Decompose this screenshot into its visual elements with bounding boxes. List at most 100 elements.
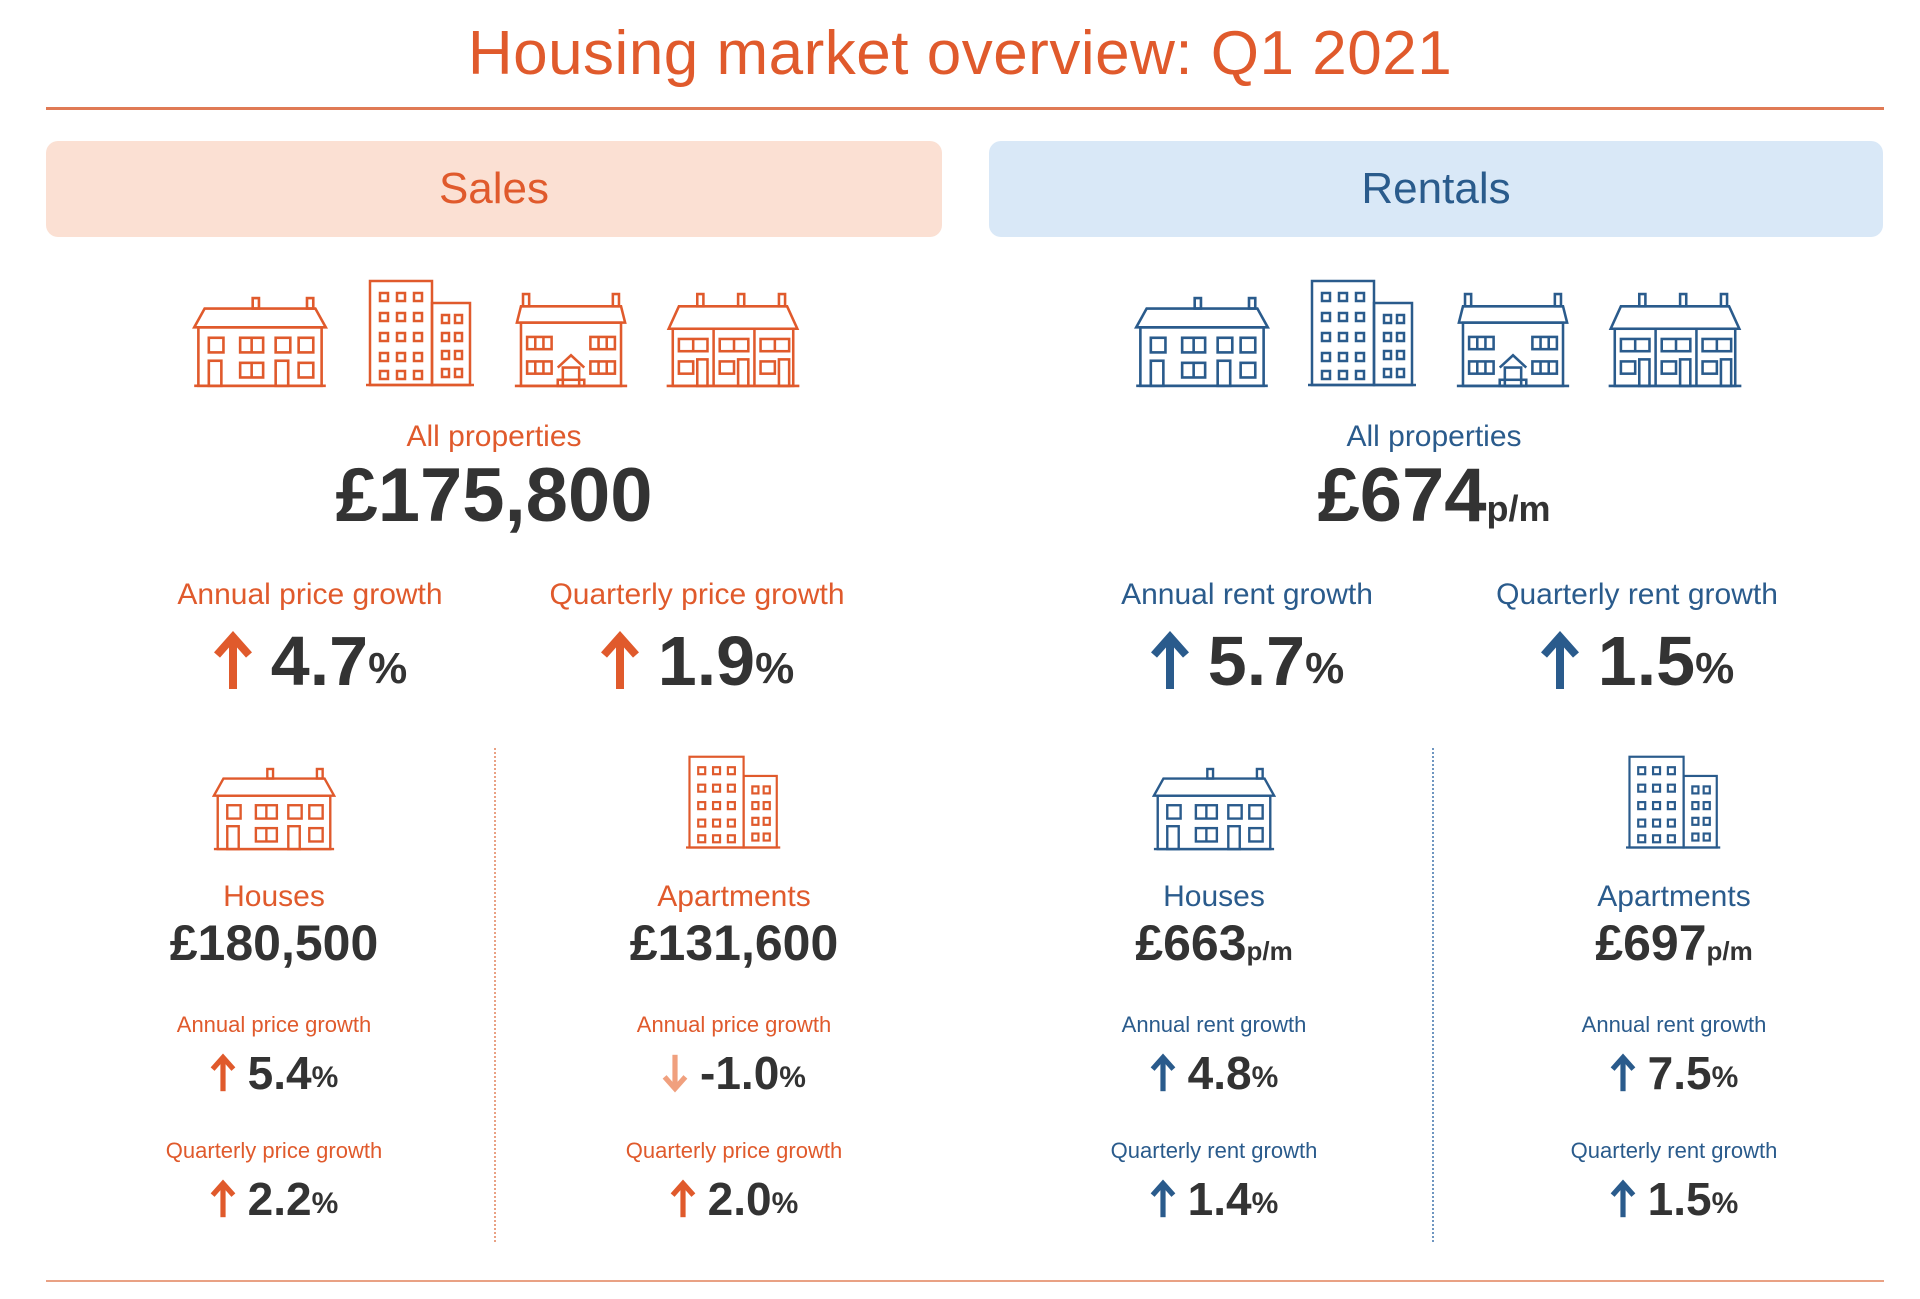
- sales-houses-value: £180,500: [124, 918, 424, 968]
- rentals-apartments-value: £697p/m: [1524, 918, 1824, 968]
- rentals-apartments-annual-value: 7.5: [1648, 1050, 1712, 1096]
- percent-sign: %: [755, 644, 794, 694]
- terraced-house-icon: [666, 292, 800, 390]
- percent-sign: %: [1252, 1187, 1279, 1221]
- rentals-houses-label: Houses: [1064, 880, 1364, 914]
- arrow-down-icon: [662, 1053, 688, 1093]
- sales-apartments-annual-growth: -1.0%: [584, 1050, 884, 1096]
- sales-quarterly-label: Quarterly price growth: [497, 578, 897, 612]
- sales-all-label: All properties: [294, 420, 694, 454]
- sales-apartments-quarterly-growth: 2.0%: [584, 1176, 884, 1222]
- apartment-building-icon: [686, 752, 782, 854]
- sales-property-icons: [184, 270, 824, 390]
- footer-divider: [46, 1280, 1884, 1282]
- rentals-annual-value: 5.7: [1208, 626, 1305, 696]
- percent-sign: %: [1252, 1061, 1279, 1095]
- detached-house-icon: [192, 296, 328, 390]
- rentals-apartments-label: Apartments: [1524, 880, 1824, 914]
- sales-annual-value: 4.7: [271, 626, 368, 696]
- sales-apartments-annual-value: -1.0: [700, 1050, 779, 1096]
- percent-sign: %: [1712, 1187, 1739, 1221]
- percent-sign: %: [779, 1061, 806, 1095]
- percent-sign: %: [1695, 644, 1734, 694]
- sales-quarterly-value: 1.9: [658, 626, 755, 696]
- rentals-houses-annual-label: Annual rent growth: [1064, 1012, 1364, 1038]
- rentals-all-label: All properties: [1234, 420, 1634, 454]
- rentals-houses-quarterly-label: Quarterly rent growth: [1064, 1138, 1364, 1164]
- arrow-up-icon: [210, 1053, 236, 1093]
- rentals-banner: Rentals: [989, 141, 1883, 237]
- detached-house-icon: [1152, 766, 1276, 854]
- rentals-heading: Rentals: [1361, 164, 1510, 214]
- sales-houses-annual-value: 5.4: [248, 1050, 312, 1096]
- sales-houses-label: Houses: [124, 880, 424, 914]
- terraced-house-icon: [1608, 292, 1742, 390]
- rentals-annual-label: Annual rent growth: [1047, 578, 1447, 612]
- rentals-property-icons: [1126, 270, 1766, 390]
- rentals-apartments-quarterly-value: 1.5: [1648, 1176, 1712, 1222]
- rentals-apartments-unit: p/m: [1707, 936, 1753, 966]
- sales-houses-annual-label: Annual price growth: [124, 1012, 424, 1038]
- rentals-houses-quarterly-value: 1.4: [1188, 1176, 1252, 1222]
- rentals-apartments-amount: £697: [1595, 915, 1706, 971]
- arrow-up-icon: [1150, 1053, 1176, 1093]
- rentals-houses-value: £663p/m: [1064, 918, 1364, 968]
- arrow-up-icon: [1540, 631, 1580, 691]
- percent-sign: %: [368, 644, 407, 694]
- apartment-building-icon: [1626, 752, 1722, 854]
- rentals-apartments-annual-label: Annual rent growth: [1524, 1012, 1824, 1038]
- sales-houses-quarterly-growth: 2.2%: [124, 1176, 424, 1222]
- rentals-quarterly-growth: 1.5%: [1437, 626, 1837, 696]
- percent-sign: %: [1712, 1061, 1739, 1095]
- rentals-quarterly-value: 1.5: [1598, 626, 1695, 696]
- title-divider: [46, 107, 1884, 110]
- sales-apartments-quarterly-value: 2.0: [708, 1176, 772, 1222]
- semi-detached-house-icon: [514, 292, 628, 390]
- sales-houses-annual-growth: 5.4%: [124, 1050, 424, 1096]
- rentals-houses-annual-value: 4.8: [1188, 1050, 1252, 1096]
- rentals-all-amount: £674: [1317, 453, 1486, 538]
- sales-quarterly-growth: 1.9%: [497, 626, 897, 696]
- page-title: Housing market overview: Q1 2021: [0, 18, 1920, 89]
- percent-sign: %: [772, 1187, 799, 1221]
- apartment-building-icon: [1308, 278, 1418, 390]
- sales-annual-growth: 4.7%: [110, 626, 510, 696]
- rentals-column-divider: [1432, 748, 1434, 1242]
- rentals-apartments-quarterly-label: Quarterly rent growth: [1524, 1138, 1824, 1164]
- sales-apartments-annual-label: Annual price growth: [584, 1012, 884, 1038]
- sales-apartments-label: Apartments: [584, 880, 884, 914]
- rentals-quarterly-label: Quarterly rent growth: [1437, 578, 1837, 612]
- rentals-houses-quarterly-growth: 1.4%: [1064, 1176, 1364, 1222]
- detached-house-icon: [212, 766, 336, 854]
- detached-house-icon: [1134, 296, 1270, 390]
- sales-apartments-value: £131,600: [584, 918, 884, 968]
- percent-sign: %: [312, 1187, 339, 1221]
- sales-heading: Sales: [439, 164, 549, 214]
- arrow-up-icon: [600, 631, 640, 691]
- rentals-houses-amount: £663: [1135, 915, 1246, 971]
- rentals-annual-growth: 5.7%: [1047, 626, 1447, 696]
- arrow-up-icon: [210, 1179, 236, 1219]
- arrow-up-icon: [670, 1179, 696, 1219]
- semi-detached-house-icon: [1456, 292, 1570, 390]
- rentals-houses-unit: p/m: [1247, 936, 1293, 966]
- arrow-up-icon: [1150, 631, 1190, 691]
- sales-houses-quarterly-value: 2.2: [248, 1176, 312, 1222]
- rentals-houses-annual-growth: 4.8%: [1064, 1050, 1364, 1096]
- percent-sign: %: [1305, 644, 1344, 694]
- arrow-up-icon: [1610, 1053, 1636, 1093]
- sales-column-divider: [494, 748, 496, 1242]
- rentals-apartments-quarterly-growth: 1.5%: [1524, 1176, 1824, 1222]
- rentals-all-unit: p/m: [1487, 488, 1551, 529]
- rentals-all-value: £674p/m: [1184, 458, 1684, 534]
- sales-annual-label: Annual price growth: [110, 578, 510, 612]
- sales-houses-quarterly-label: Quarterly price growth: [124, 1138, 424, 1164]
- sales-banner: Sales: [46, 141, 942, 237]
- apartment-building-icon: [366, 278, 476, 390]
- sales-apartments-quarterly-label: Quarterly price growth: [584, 1138, 884, 1164]
- rentals-apartments-annual-growth: 7.5%: [1524, 1050, 1824, 1096]
- arrow-up-icon: [1610, 1179, 1636, 1219]
- percent-sign: %: [312, 1061, 339, 1095]
- arrow-up-icon: [213, 631, 253, 691]
- arrow-up-icon: [1150, 1179, 1176, 1219]
